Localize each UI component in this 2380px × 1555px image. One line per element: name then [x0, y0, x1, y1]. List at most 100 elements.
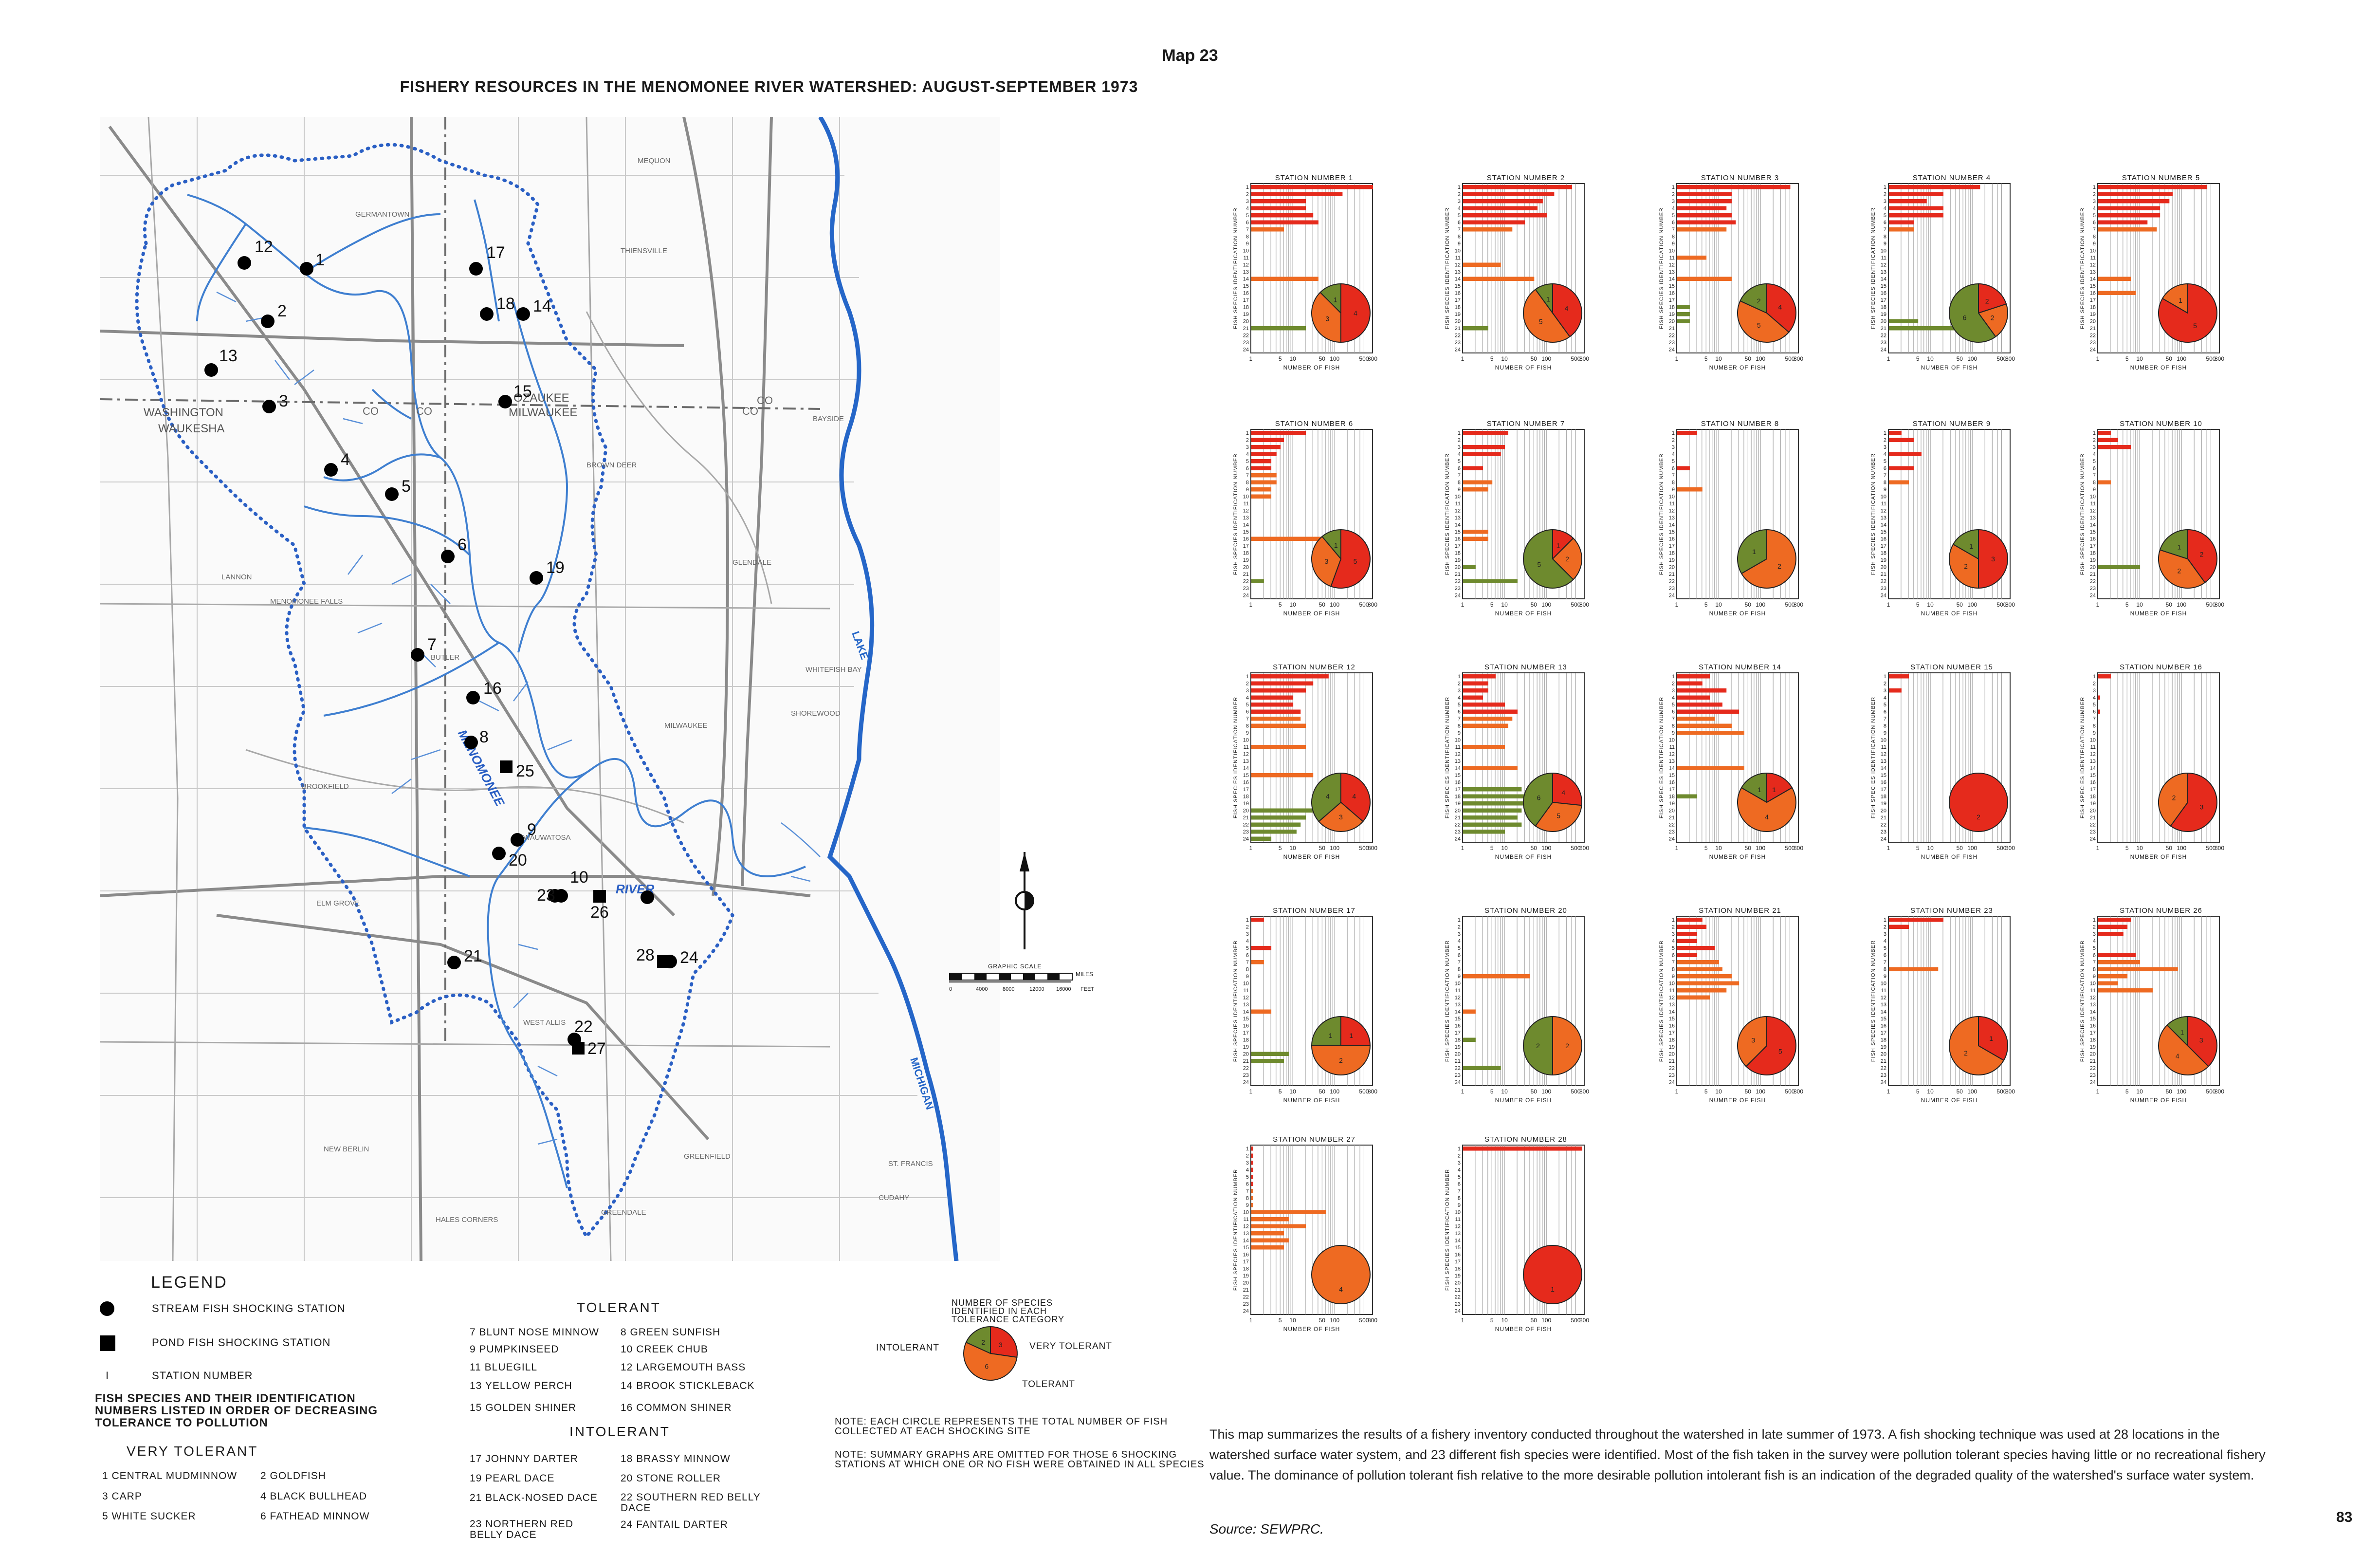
- pie-slice-tolerant: [1737, 787, 1796, 832]
- species-tick-label: 23: [1669, 340, 1675, 346]
- stream-station-9[interactable]: [511, 833, 524, 847]
- species-tick-label: 10: [1243, 248, 1249, 254]
- stream-station-3[interactable]: [262, 400, 276, 413]
- bar-species-11: [1251, 1217, 1289, 1222]
- station-graph-title: STATION NUMBER 16: [2120, 663, 2202, 671]
- species-tick-label: 6: [1246, 1181, 1249, 1187]
- stream-station-extra[interactable]: [641, 890, 654, 904]
- bar-species-20: [1251, 808, 1314, 813]
- stream-station-15[interactable]: [498, 395, 512, 408]
- x-tick-label: 800: [1579, 1317, 1589, 1324]
- station-pie: 53: [1737, 1016, 1796, 1075]
- pond-station-25[interactable]: [500, 760, 513, 773]
- stream-station-14[interactable]: [516, 307, 530, 321]
- stream-station-19[interactable]: [530, 571, 543, 585]
- bar-species-5: [1251, 459, 1272, 463]
- stream-station-20[interactable]: [492, 847, 506, 860]
- species-tick-label: 13: [1455, 515, 1461, 521]
- x-tick-label: 800: [1794, 1088, 1803, 1095]
- bar-species-11: [1463, 745, 1505, 749]
- species-tick-label: 14: [1455, 522, 1461, 528]
- bar-species-8: [1677, 967, 1722, 971]
- species-tick-label: 18: [2090, 304, 2096, 310]
- species-tick-label: 11: [2090, 988, 2096, 994]
- stream-station-16[interactable]: [466, 691, 480, 704]
- pie-slice-tolerant: [1737, 300, 1790, 343]
- pond-station-26[interactable]: [593, 890, 606, 903]
- stream-station-23[interactable]: [548, 889, 562, 903]
- pond-station-27[interactable]: [572, 1042, 585, 1055]
- stream-station-7[interactable]: [411, 648, 424, 662]
- bar-species-1: [1251, 185, 1373, 189]
- pie-slice-count: 5: [1778, 1047, 1782, 1055]
- species-tick-label: 18: [2090, 794, 2096, 799]
- stream-station-1[interactable]: [300, 262, 313, 276]
- x-tick-label: 500: [1571, 845, 1580, 852]
- species-tick-label: 7: [1884, 716, 1886, 722]
- place-label: HALES CORNERS: [436, 1216, 498, 1224]
- species-tick-label: 6: [1672, 220, 1675, 225]
- x-axis-label: NUMBER OF FISH: [1495, 364, 1552, 371]
- x-tick-label: 10: [1927, 355, 1934, 362]
- x-tick-label: 800: [1794, 601, 1803, 608]
- species-tick-label: 9: [1458, 974, 1461, 980]
- species-tick-label: 19: [2090, 557, 2096, 563]
- x-tick-label: 1: [1461, 601, 1465, 608]
- bar-species-16: [2098, 291, 2136, 295]
- species-tick-label: 5: [1672, 213, 1675, 219]
- stream-station-8[interactable]: [464, 736, 478, 749]
- species-tick-label: 5: [1884, 945, 1886, 951]
- x-tick-label: 1: [1249, 601, 1253, 608]
- stream-station-17[interactable]: [469, 262, 483, 276]
- species-tick-label: 3: [1672, 688, 1675, 694]
- species-tick-label: 7: [1884, 473, 1886, 479]
- species-tick-label: 5: [2093, 213, 2096, 219]
- place-label: LANNON: [221, 573, 252, 581]
- species-tick-label: 8: [1458, 480, 1461, 485]
- x-tick-label: 100: [1756, 1088, 1765, 1095]
- x-tick-label: 500: [1359, 355, 1369, 362]
- stream-station-2[interactable]: [261, 315, 275, 328]
- species-tick-label: 7: [1246, 227, 1249, 233]
- x-axis-label: NUMBER OF FISH: [1283, 1326, 1340, 1333]
- species-tick-label: 13: [1669, 269, 1675, 275]
- bar-species-3: [1889, 688, 1902, 693]
- place-label: BROWN DEER: [586, 461, 637, 469]
- station-number-symbol: I: [106, 1370, 110, 1382]
- stream-station-4[interactable]: [324, 463, 338, 477]
- x-tick-label: 1: [2096, 355, 2100, 362]
- bar-species-6: [1677, 466, 1690, 470]
- pie-slice-very-tolerant: [1978, 283, 2007, 314]
- bar-species-15: [1251, 773, 1314, 778]
- x-tick-label: 100: [1330, 1317, 1339, 1324]
- station-pie: 4: [1311, 1245, 1371, 1304]
- species-tick-label: 5: [1458, 459, 1461, 464]
- stream-station-13[interactable]: [204, 363, 218, 377]
- species-tick-label: 4: [1246, 1167, 1249, 1173]
- stream-station-6[interactable]: [441, 550, 455, 563]
- species-tick-label: 7: [1246, 716, 1249, 722]
- x-tick-label: 50: [1319, 1088, 1326, 1095]
- stream-station-18[interactable]: [480, 307, 494, 321]
- stream-station-5[interactable]: [385, 487, 399, 501]
- county-label: CO: [363, 405, 379, 417]
- species-tick-label: 1: [1458, 674, 1461, 680]
- x-tick-label: 50: [1319, 355, 1326, 362]
- pie-slice-tolerant: [2161, 283, 2188, 314]
- species-tick-label: 6: [1458, 952, 1461, 958]
- pond-station-28[interactable]: [657, 955, 670, 968]
- x-tick-label: 1: [1461, 1088, 1465, 1095]
- species-tick-label: 20: [2090, 1051, 2096, 1057]
- x-tick-label: 800: [1368, 1088, 1377, 1095]
- stream-station-21[interactable]: [447, 956, 461, 969]
- x-tick-label: 800: [1794, 845, 1803, 852]
- species-tick-label: 6: [1884, 220, 1886, 225]
- bar-species-7: [2098, 960, 2141, 964]
- species-tick-label: 1: [1672, 185, 1675, 190]
- stream-station-12[interactable]: [238, 256, 251, 270]
- species-tick-label: 7: [1458, 716, 1461, 722]
- species-tick-label: 11: [1669, 501, 1675, 507]
- bar-species-9: [1463, 974, 1530, 979]
- x-tick-label: 50: [1745, 355, 1752, 362]
- species-tick-label: 6: [1246, 952, 1249, 958]
